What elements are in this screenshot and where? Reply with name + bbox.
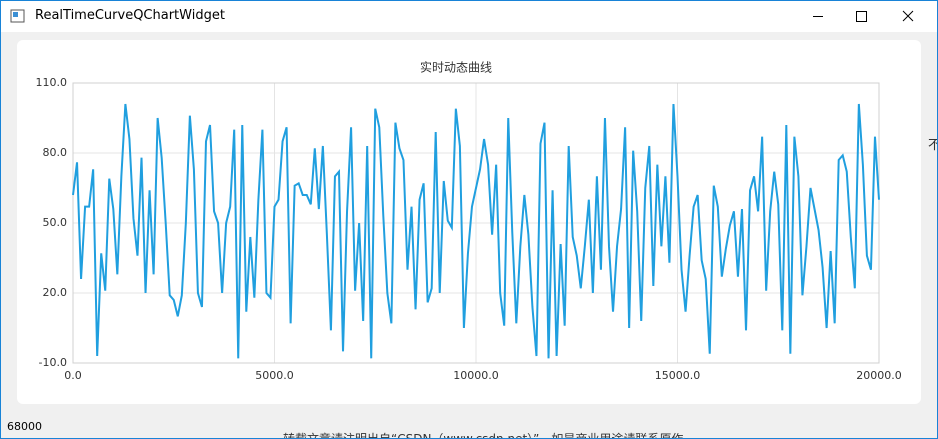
x-tick-label: 20000.0 bbox=[856, 369, 902, 382]
close-button[interactable] bbox=[902, 10, 914, 22]
app-icon-part bbox=[13, 12, 18, 17]
title-bar-icons bbox=[10, 9, 914, 23]
window-title: RealTimeCurveQChartWidget bbox=[35, 8, 225, 23]
background-text: 转载文章请注明出自“CSDN（www.csdn.net）”。如是商业用途请联系原… bbox=[283, 432, 684, 439]
x-tick-label: 15000.0 bbox=[655, 369, 701, 382]
status-text: 68000 bbox=[7, 420, 42, 433]
y-tick-label: 50.0 bbox=[43, 216, 68, 229]
maximize-button[interactable] bbox=[856, 11, 867, 22]
title-bar: RealTimeCurveQChartWidget bbox=[1, 1, 937, 32]
x-tick-label: 0.0 bbox=[64, 369, 82, 382]
x-tick-label: 5000.0 bbox=[255, 369, 294, 382]
data-line bbox=[72, 103, 880, 359]
y-tick-label: 80.0 bbox=[43, 146, 68, 159]
x-tick-label: 10000.0 bbox=[453, 369, 499, 382]
chart-title: 实时动态曲线 bbox=[420, 60, 492, 75]
plot-border bbox=[72, 82, 880, 364]
y-tick-label: 20.0 bbox=[43, 286, 68, 299]
y-tick-label: -10.0 bbox=[39, 356, 67, 369]
background-text: 不 bbox=[928, 134, 937, 153]
y-tick-label: 110.0 bbox=[36, 76, 68, 89]
